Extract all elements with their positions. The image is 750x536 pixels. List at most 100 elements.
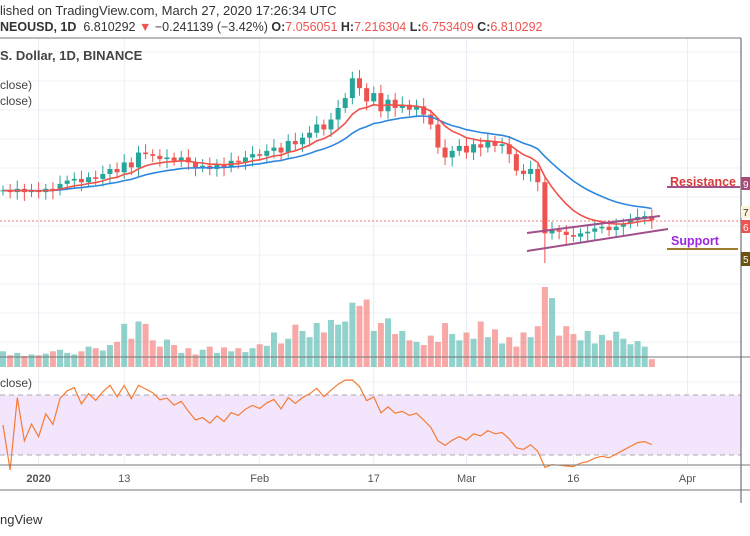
candle-body bbox=[478, 144, 484, 148]
resistance-trendline[interactable] bbox=[526, 215, 661, 234]
support-trendline[interactable] bbox=[526, 228, 669, 252]
candle-body bbox=[364, 88, 370, 102]
volume-bar bbox=[406, 340, 413, 367]
volume-bar bbox=[634, 341, 641, 367]
indicator-ma-fast-label[interactable]: close) bbox=[0, 78, 33, 92]
volume-bar bbox=[49, 351, 56, 367]
volume-bar bbox=[570, 334, 577, 367]
x-tick-label: Mar bbox=[457, 473, 476, 485]
candle-body bbox=[278, 147, 284, 153]
volume-bar bbox=[99, 350, 106, 367]
volume-bar bbox=[121, 323, 128, 367]
volume-bar bbox=[506, 337, 513, 367]
volume-bar bbox=[442, 323, 449, 367]
volume-bar bbox=[613, 331, 620, 367]
volume-bars bbox=[0, 287, 655, 367]
candle-body bbox=[606, 226, 612, 231]
volume-bar bbox=[178, 352, 185, 367]
volume-bar bbox=[299, 330, 306, 367]
volume-bar bbox=[477, 321, 484, 367]
volume-bar bbox=[584, 330, 591, 367]
candle-body bbox=[535, 169, 541, 183]
high-label: H: bbox=[340, 20, 355, 34]
ma-fast-line bbox=[2, 103, 652, 225]
volume-bar bbox=[7, 355, 14, 367]
candle-body bbox=[157, 155, 163, 160]
candle-body bbox=[78, 178, 84, 183]
volume-bar bbox=[78, 351, 85, 367]
candle-body bbox=[307, 132, 313, 138]
volume-bar bbox=[563, 326, 570, 367]
candle-body bbox=[463, 145, 469, 153]
candle-body bbox=[513, 154, 519, 171]
volume-bar bbox=[256, 344, 263, 367]
volume-bar bbox=[28, 354, 35, 367]
candle-body bbox=[357, 78, 362, 89]
open-label: O: bbox=[271, 20, 286, 34]
candle-body bbox=[214, 164, 220, 170]
volume-bar bbox=[306, 337, 313, 367]
rsi-label[interactable]: close) bbox=[0, 376, 33, 390]
symbol: NEOUSD, 1D bbox=[0, 20, 77, 34]
candle-body bbox=[64, 180, 70, 184]
candle-body bbox=[328, 119, 334, 130]
candle-body bbox=[143, 152, 149, 155]
candle-body bbox=[563, 231, 569, 236]
candle-body bbox=[292, 140, 298, 145]
resistance-tag bbox=[741, 177, 750, 190]
candle-body bbox=[164, 157, 170, 160]
candle-body bbox=[299, 137, 305, 145]
candle-body bbox=[492, 140, 498, 146]
indicator-ma-slow-label[interactable]: close) bbox=[0, 94, 33, 108]
x-tick-label: 17 bbox=[368, 473, 380, 485]
down-arrow-icon: ▼ bbox=[138, 20, 152, 34]
volume-bar bbox=[42, 353, 49, 367]
candle-body bbox=[406, 104, 412, 110]
candle-body bbox=[193, 162, 199, 168]
volume-bar bbox=[171, 345, 178, 367]
volume-bar bbox=[484, 337, 491, 367]
candle-body bbox=[178, 157, 184, 161]
volume-bar bbox=[627, 344, 634, 367]
volume-bar bbox=[392, 334, 399, 367]
volume-bar bbox=[278, 343, 285, 367]
candle-body bbox=[57, 183, 63, 191]
volume-bar bbox=[21, 356, 28, 367]
volume-bar bbox=[71, 354, 78, 367]
price-tag bbox=[741, 220, 750, 233]
volume-bar bbox=[427, 335, 434, 367]
support-label: Support bbox=[671, 234, 720, 248]
volume-bar bbox=[185, 348, 192, 367]
candle-body bbox=[86, 177, 92, 183]
volume-bar bbox=[598, 334, 605, 367]
candle-body bbox=[442, 147, 448, 158]
volume-bar bbox=[491, 329, 498, 367]
candle-body bbox=[414, 106, 420, 110]
close-label: C: bbox=[477, 20, 491, 34]
open-value: 7.056051 bbox=[285, 20, 338, 34]
candle-body bbox=[235, 160, 241, 163]
published-line: lished on TradingView.com, March 27, 202… bbox=[0, 3, 337, 18]
volume-bar bbox=[135, 321, 142, 367]
volume-bar bbox=[541, 287, 548, 367]
volume-bar bbox=[620, 338, 627, 367]
volume-bar bbox=[648, 359, 655, 367]
candle-body bbox=[342, 98, 348, 108]
volume-bar bbox=[292, 324, 299, 367]
candle-body bbox=[471, 144, 477, 153]
candle-body bbox=[371, 93, 377, 102]
volume-bar bbox=[163, 339, 170, 367]
volume-bar bbox=[349, 302, 356, 367]
rsi-band bbox=[0, 395, 741, 455]
candle-body bbox=[613, 226, 619, 231]
volume-bar bbox=[399, 330, 406, 367]
candle-body bbox=[592, 228, 598, 232]
volume-bar bbox=[199, 349, 206, 367]
candle-body bbox=[93, 177, 99, 179]
volume-bar bbox=[14, 352, 21, 367]
volume-bar bbox=[335, 324, 342, 367]
high-value: 7.216304 bbox=[354, 20, 407, 34]
volume-bar bbox=[413, 341, 420, 367]
support-tag-text: 5 bbox=[743, 255, 749, 266]
